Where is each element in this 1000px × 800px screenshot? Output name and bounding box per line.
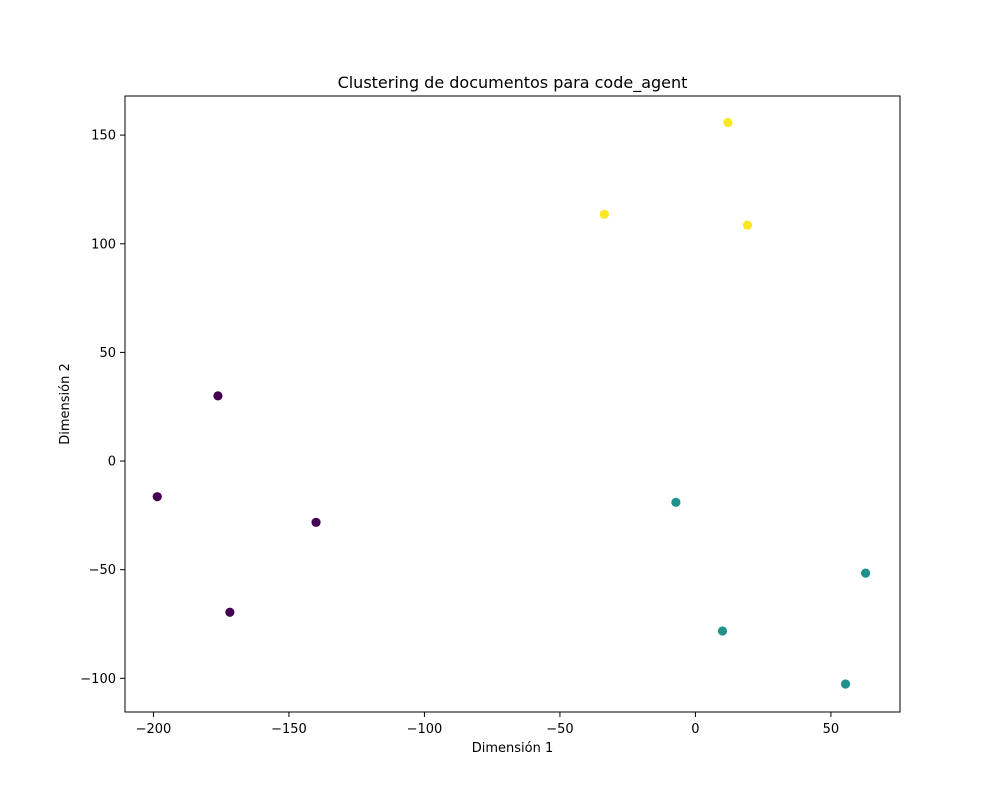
scatter-point-cluster-2 bbox=[742, 220, 753, 230]
y-tick-label: 50 bbox=[99, 346, 116, 361]
scatter-point-cluster-1 bbox=[860, 568, 871, 578]
x-tick-label: 50 bbox=[823, 722, 840, 737]
x-tick-label: −150 bbox=[271, 722, 307, 737]
scatter-point-cluster-2 bbox=[723, 117, 733, 128]
scatter-point-cluster-2 bbox=[599, 209, 609, 219]
y-tick-label: 100 bbox=[91, 237, 116, 252]
x-tick-label: 0 bbox=[691, 722, 699, 737]
y-axis-label: Dimensión 2 bbox=[58, 363, 73, 445]
x-tick-label: −50 bbox=[546, 722, 573, 737]
y-tick-label: 0 bbox=[108, 455, 116, 470]
x-tick-label: −200 bbox=[136, 722, 172, 737]
y-tick-label: −50 bbox=[89, 563, 116, 578]
x-axis-label: Dimensión 1 bbox=[472, 741, 554, 756]
y-tick-label: −100 bbox=[80, 672, 116, 687]
scatter-point-cluster-0 bbox=[225, 607, 235, 617]
chart-title: Clustering de documentos para code_agent bbox=[338, 73, 688, 93]
scatter-point-cluster-0 bbox=[213, 391, 223, 401]
scatter-points bbox=[152, 117, 871, 689]
plot-area-frame bbox=[124, 95, 901, 713]
x-tick-label: −100 bbox=[407, 722, 443, 737]
scatter-point-cluster-0 bbox=[152, 492, 162, 502]
scatter-point-cluster-1 bbox=[717, 626, 728, 636]
scatter-point-cluster-1 bbox=[840, 679, 851, 689]
scatter-point-cluster-1 bbox=[671, 497, 681, 507]
y-tick-label: 150 bbox=[91, 129, 116, 144]
axis-ticks: −200 −150 −100 −50 0 50 −100 −50 0 50 100 150 bbox=[80, 129, 839, 737]
scatter-point-cluster-0 bbox=[311, 517, 321, 527]
